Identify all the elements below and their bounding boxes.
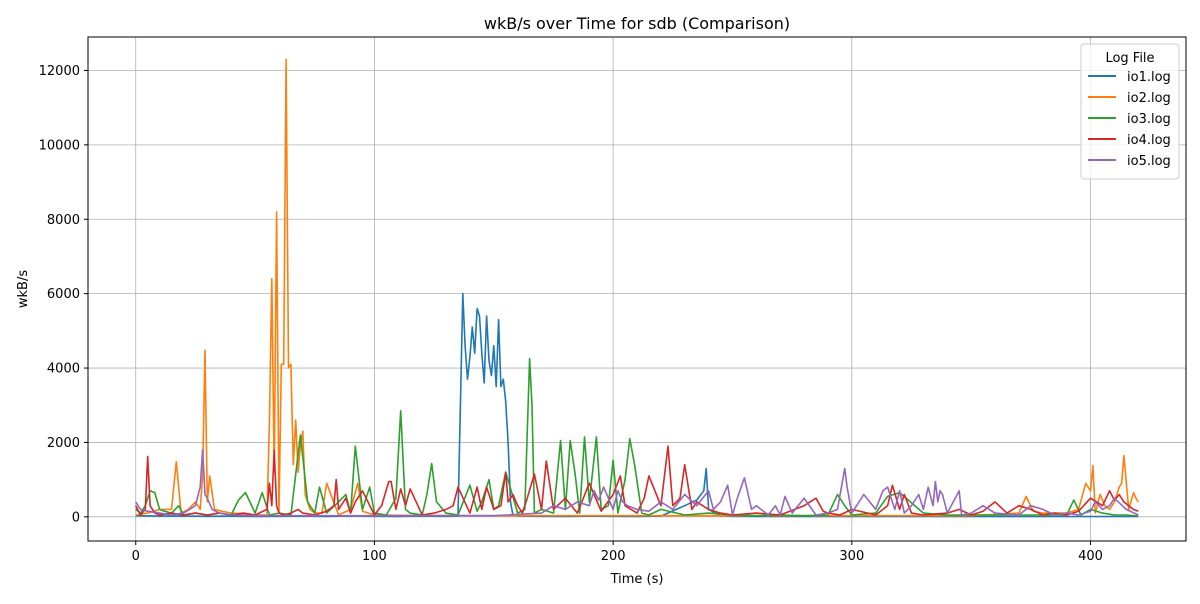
legend-entries: io1.log io2.log io3.log io4.log io5.log: [1088, 70, 1171, 169]
y-tick-label: 2000: [47, 436, 80, 451]
y-axis-label: wkB/s: [16, 270, 31, 308]
y-tick-label: 4000: [47, 362, 80, 377]
x-tick-label: 300: [839, 549, 864, 564]
series-line-io3-log: [135, 357, 1139, 517]
y-tick-label: 6000: [47, 287, 80, 302]
x-tick-label: 400: [1078, 549, 1103, 564]
y-tick-label: 8000: [47, 213, 80, 228]
legend-label: io5.log: [1127, 154, 1171, 169]
x-tick-label: 200: [601, 549, 626, 564]
series-line-io2-log: [135, 58, 1139, 517]
series-line-io4-log: [134, 445, 1139, 516]
chart-title: wkB/s over Time for sdb (Comparison): [484, 14, 790, 33]
legend-title: Log File: [1105, 51, 1154, 66]
x-tick-label: 0: [132, 549, 140, 564]
y-tick-label: 12000: [39, 64, 80, 79]
legend-label: io1.log: [1127, 70, 1171, 85]
legend: Log File io1.log io2.log io3.log io4.log io5…: [1080, 43, 1180, 180]
legend-label: io3.log: [1127, 112, 1171, 127]
x-tick-label: 100: [362, 549, 387, 564]
x-axis-label: Time (s): [610, 572, 664, 587]
series-line-io5-log: [135, 449, 1139, 517]
series-lines: [134, 58, 1139, 518]
legend-label: io4.log: [1127, 133, 1171, 148]
legend-label: io2.log: [1127, 91, 1171, 106]
plot-frame: [87, 36, 1187, 542]
legend-box: [1080, 43, 1180, 180]
y-tick-label: 0: [72, 510, 80, 525]
y-tick-label: 10000: [39, 138, 80, 153]
